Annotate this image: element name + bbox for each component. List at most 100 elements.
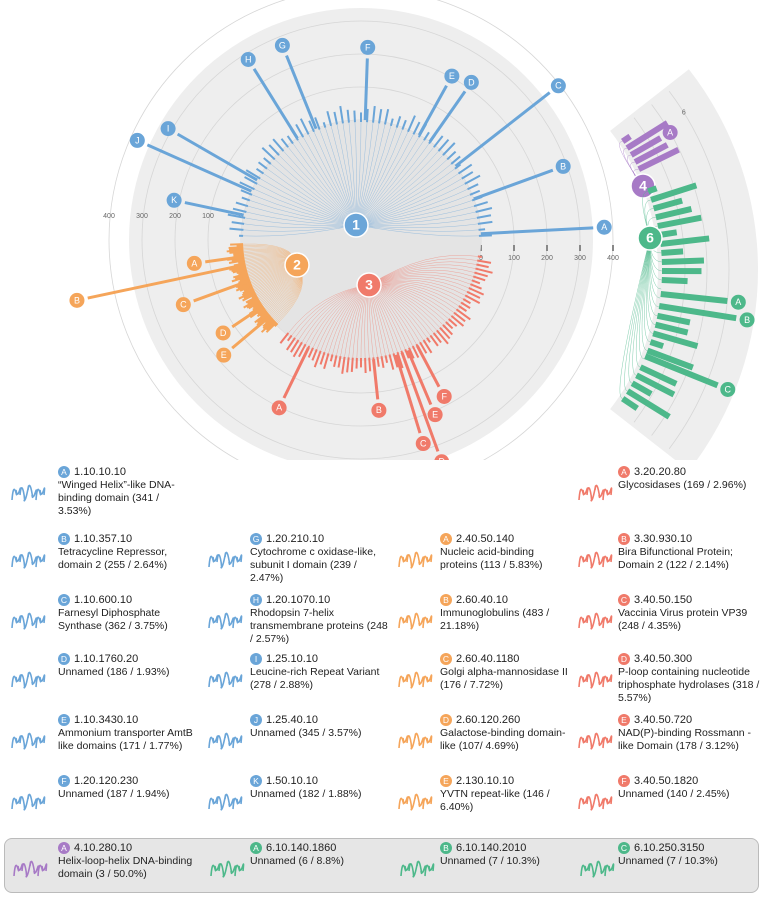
- structure-icon: [8, 657, 50, 699]
- letter-label: D: [438, 457, 445, 460]
- letter-label: J: [135, 135, 140, 145]
- icon-ribbon: [579, 485, 612, 500]
- icon-ribbon: [209, 672, 242, 687]
- entry-body: Galactose-binding domain-like (107/ 4.69…: [440, 727, 572, 753]
- entry-name: YVTN repeat-like: [440, 788, 520, 800]
- icon-ribbon: [12, 794, 45, 809]
- letter-label: B: [74, 295, 80, 305]
- icon-ribbon: [579, 552, 612, 567]
- axis-tick-label: 400: [103, 213, 115, 220]
- letter-badge: C: [618, 842, 630, 854]
- letter-badge: D: [58, 653, 70, 665]
- entry-id: 3.40.50.720: [634, 714, 692, 726]
- entry-id: 2.130.10.10: [456, 775, 514, 787]
- letter-label: B: [744, 315, 750, 325]
- letter-label: A: [735, 297, 741, 307]
- letter-badge: F: [58, 775, 70, 787]
- minor-bar: [367, 109, 368, 122]
- axis-tick-label: 200: [169, 213, 181, 220]
- letter-badge: E: [58, 714, 70, 726]
- entry-head: C 2.60.40.1180: [440, 653, 572, 666]
- axis-tick-label: 100: [202, 213, 214, 220]
- letter-badge: G: [250, 533, 262, 545]
- letter-label: E: [221, 350, 227, 360]
- structure-icon: [205, 598, 247, 640]
- minor-bar: [623, 136, 630, 141]
- entry-id: 4.10.280.10: [74, 842, 132, 854]
- radial-chart: 00100100200200300300400400ABCDEFGHIJK1AB…: [0, 0, 763, 460]
- icon-ribbon: [14, 861, 47, 876]
- structure-icon: [395, 779, 437, 821]
- entry-body: Unnamed (182 / 1.88%): [250, 788, 390, 801]
- entry-id: 2.60.40.1180: [456, 653, 519, 665]
- structure-icon: [8, 537, 50, 579]
- entry-stats: (255 / 2.64%): [104, 559, 167, 571]
- structure-icon: [575, 537, 617, 579]
- entry-stats: (3 / 50.0%): [95, 868, 146, 880]
- entry-stats: (7 / 10.3%): [666, 855, 717, 867]
- minor-bar: [352, 358, 353, 372]
- structure-icon: [395, 718, 437, 760]
- entry-id: 6.10.140.1860: [266, 842, 336, 854]
- icon-ribbon: [209, 733, 242, 748]
- entry-body: Unnamed (140 / 2.45%): [618, 788, 760, 801]
- structure-icon: [575, 718, 617, 760]
- structure-icon: [8, 598, 50, 640]
- letter-label: A: [601, 222, 607, 232]
- entry-stats: (122 / 2.14%): [666, 559, 729, 571]
- structure-icon: [8, 779, 50, 821]
- structure-icon: [395, 598, 437, 640]
- icon-ribbon: [579, 613, 612, 628]
- entry-body: Unnamed (187 / 1.94%): [58, 788, 194, 801]
- letter-badge: C: [440, 653, 452, 665]
- icon-ribbon: [209, 613, 242, 628]
- entry-name: Unnamed: [250, 855, 296, 867]
- letter-label: D: [468, 77, 475, 87]
- entry-body: Farnesyl Diphosphate Synthase (362 / 3.7…: [58, 607, 194, 633]
- entry-stats: (187 / 1.94%): [106, 788, 169, 800]
- entry-id: 6.10.140.2010: [456, 842, 526, 854]
- entry-id: 2.40.50.140: [456, 533, 514, 545]
- letter-badge: C: [618, 594, 630, 606]
- entry-name: Unnamed: [618, 788, 664, 800]
- entry-stats: (113 / 5.83%): [480, 559, 542, 571]
- structure-icon: [10, 846, 52, 888]
- letter-label: A: [191, 258, 197, 268]
- structure-icon: [205, 779, 247, 821]
- entry-id: 6.10.250.3150: [634, 842, 704, 854]
- entry-stats: (248 / 4.35%): [618, 620, 681, 632]
- entry-stats: (171 / 1.77%): [119, 740, 182, 752]
- cluster-label: 1: [352, 217, 360, 233]
- minor-bar: [365, 358, 366, 373]
- entry-body: P-loop containing nucleotide triphosphat…: [618, 666, 760, 705]
- letter-badge: D: [618, 653, 630, 665]
- axis-tick-label: 400: [607, 255, 619, 262]
- letter-badge: A: [58, 466, 70, 478]
- entry-body: Unnamed (345 / 3.57%): [250, 727, 390, 740]
- structure-icon: [397, 846, 439, 888]
- entry-body: Unnamed (7 / 10.3%): [618, 855, 760, 868]
